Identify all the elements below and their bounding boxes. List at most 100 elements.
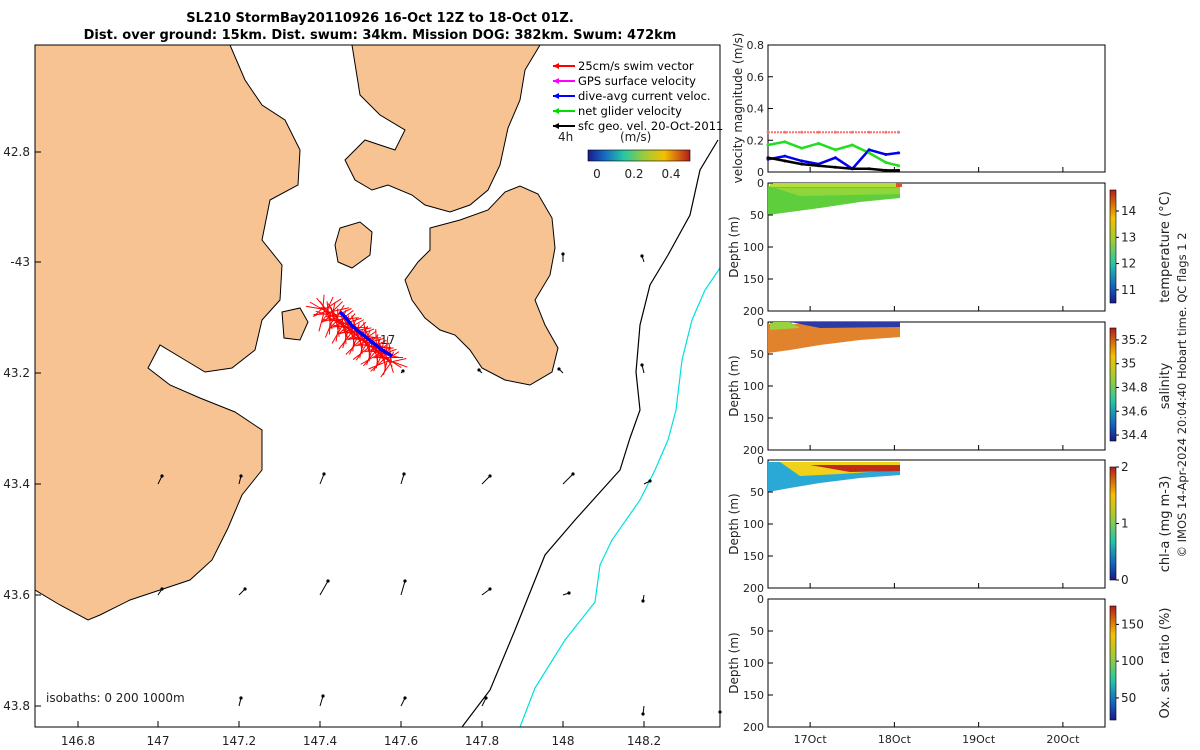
velocity-point — [783, 159, 787, 163]
colorbar-tick-0: 0 — [593, 167, 601, 181]
isobath-1000 — [519, 267, 721, 728]
isobath-200 — [461, 139, 719, 728]
colorbar-tick-label: 13 — [1121, 230, 1136, 244]
surface-velocity-arrowhead — [477, 368, 481, 372]
swim-vector — [331, 312, 346, 327]
colorbar-tick-label: 12 — [1121, 257, 1136, 271]
velocity-point — [833, 130, 837, 134]
colorbar-tick-label: 2 — [1121, 460, 1129, 474]
salinity-section — [768, 324, 900, 353]
swim-vector — [320, 306, 337, 320]
salinity-mid-layer — [770, 322, 800, 330]
depth-tick-label: 50 — [750, 486, 764, 499]
velocity-ytick-label: 0 — [757, 166, 764, 179]
velocity-ytick-label: 0.4 — [747, 103, 765, 116]
velocity-point — [833, 165, 837, 169]
lat-tick-label: 43.4 — [3, 477, 30, 491]
velocity-point — [833, 156, 837, 160]
track-label: 17 — [380, 333, 395, 347]
surface-velocity-arrowhead — [484, 696, 488, 700]
lon-tick-label: 147 — [147, 734, 170, 748]
swim-vector — [338, 331, 353, 350]
swim-vector — [340, 314, 344, 325]
velocity-point — [884, 130, 888, 134]
swim-vector — [359, 340, 365, 359]
surface-velocity-arrowhead — [640, 363, 644, 367]
depth-tick-label: 150 — [743, 550, 764, 563]
surface-velocity-arrowhead — [488, 587, 492, 591]
velocity-point — [897, 164, 901, 168]
velocity-point — [817, 141, 821, 145]
map-panel: 146.8 147 147.2 147.4 147.6 147.8 148 148.2 42.8… — [3, 44, 723, 748]
surface-velocity-arrow — [481, 588, 491, 596]
colorbar-tick-label: 35 — [1121, 357, 1136, 371]
swim-vector — [312, 310, 327, 317]
velocity-point — [867, 148, 871, 152]
temperature-cb-label: temperature (°C) — [1158, 191, 1173, 303]
surface-velocity-arrow — [481, 475, 491, 485]
colorbar-tick-2: 0.4 — [661, 167, 680, 181]
depth-tick-label: 200 — [743, 582, 764, 595]
depth-tick-label: 150 — [743, 412, 764, 425]
legend-swatch-head — [553, 123, 559, 129]
colorbar-tick-label: 100 — [1121, 654, 1144, 668]
lat-tick-label: 43.8 — [3, 699, 30, 713]
lat-tick-label: -43 — [10, 255, 30, 269]
swim-vector — [368, 334, 379, 346]
land-island — [334, 221, 373, 269]
temperature-ylabel: Depth (m) — [727, 216, 741, 277]
velocity-point — [850, 130, 854, 134]
title-line1: SL210 StormBay20110926 16-Oct 12Z to 18-… — [186, 11, 574, 26]
swim-vector — [346, 326, 361, 339]
surface-velocity-arrows — [157, 252, 722, 716]
surface-velocity-arrowhead — [648, 479, 652, 483]
surface-velocity-arrowhead — [402, 472, 406, 476]
swim-vector — [325, 296, 334, 312]
oxygen-panel — [767, 598, 1106, 728]
velocity-point — [817, 130, 821, 134]
chla-max-layer — [810, 465, 900, 472]
velocity-point — [884, 161, 888, 164]
swim-vector — [327, 307, 350, 313]
swim-vector — [363, 350, 377, 367]
time-tick-label: 19Oct — [962, 733, 996, 746]
surface-velocity-arrowhead — [567, 591, 571, 595]
legend-label: 25cm/s swim vector — [578, 59, 694, 73]
velocity-point — [766, 156, 770, 160]
lon-tick-label: 147.6 — [384, 734, 418, 748]
colorbar-tick-label: 0 — [1121, 573, 1129, 587]
velocity-ytick-label: 0.2 — [747, 134, 765, 147]
swim-vector — [363, 321, 368, 344]
colorbar-tick-label: 34.6 — [1121, 404, 1148, 418]
surface-velocity-arrowhead — [239, 474, 243, 478]
land-islet — [281, 307, 309, 341]
velocity-ytick-label: 0.6 — [747, 71, 765, 84]
surface-velocity-arrow — [319, 580, 329, 596]
surface-velocity-arrowhead — [718, 710, 722, 714]
land-peninsula — [404, 185, 559, 386]
temperature-colorbar — [1109, 189, 1117, 304]
depth-tick-label: 0 — [757, 177, 764, 190]
velocity-point — [783, 140, 787, 144]
swim-vector — [341, 329, 358, 336]
surface-velocity-arrowhead — [322, 472, 326, 476]
legend-swatch-head — [553, 93, 559, 99]
surface-velocity-arrowhead — [557, 367, 561, 371]
surface-velocity-arrowhead — [243, 587, 247, 591]
swim-vector — [381, 348, 397, 356]
surface-velocity-arrow — [400, 580, 406, 596]
swim-vector — [313, 313, 330, 316]
surface-velocity-arrowhead — [640, 254, 644, 258]
depth-tick-label: 150 — [743, 689, 764, 702]
swim-vector — [360, 352, 381, 365]
time-series-panels: velocity magnitude (m/s) Depth (m) Depth… — [727, 33, 1189, 746]
lon-tick-label: 147.8 — [465, 734, 499, 748]
swim-vector — [346, 334, 356, 341]
isobaths-label: isobaths: 0 200 1000m — [46, 691, 185, 705]
swim-vector — [386, 351, 400, 360]
swim-vector — [377, 354, 391, 363]
salinity-cb-label: salinity — [1158, 362, 1173, 409]
depth-tick-label: 200 — [743, 444, 764, 457]
lon-tick-label: 148.2 — [627, 734, 661, 748]
